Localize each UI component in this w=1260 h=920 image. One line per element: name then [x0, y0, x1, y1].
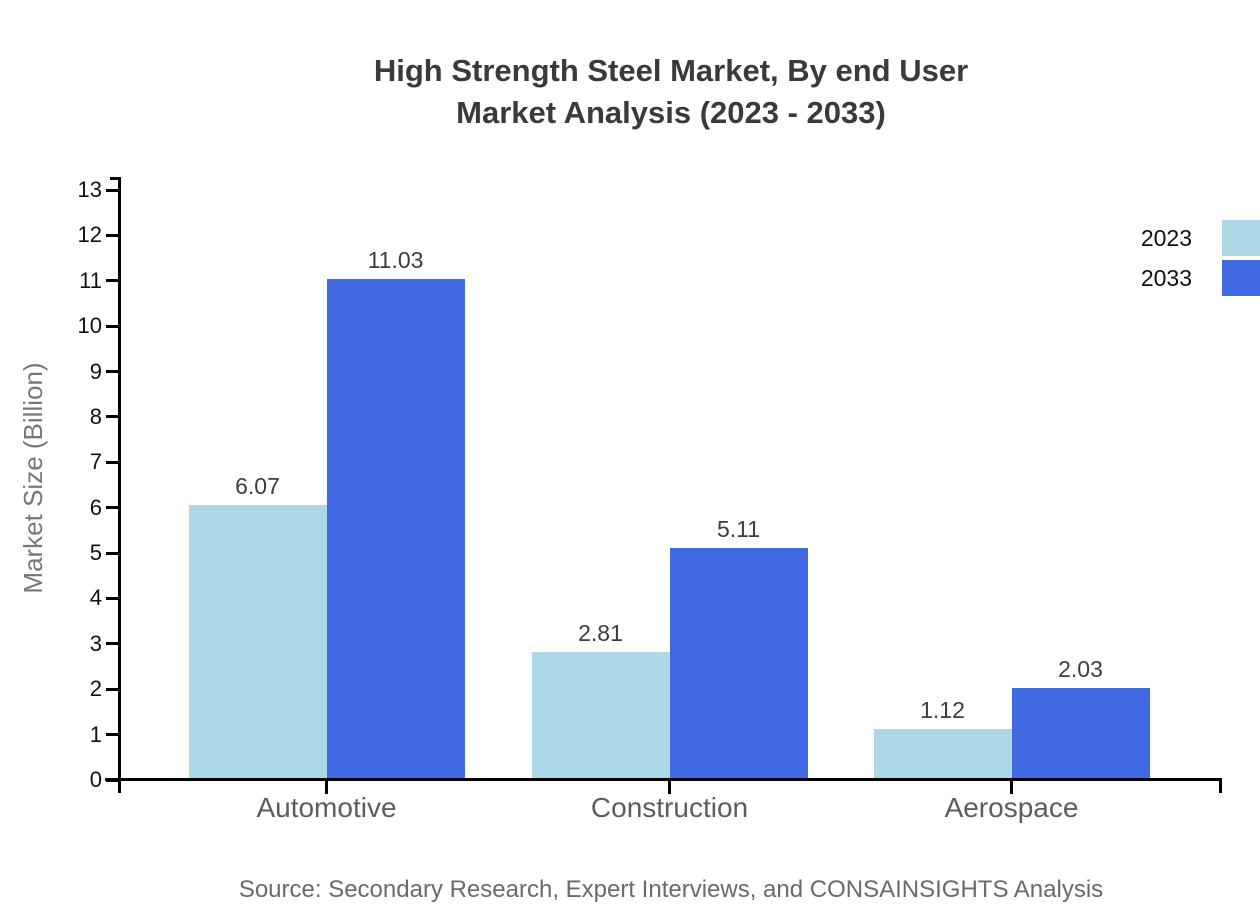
bar-2033-automotive: [326, 279, 465, 780]
bar-2033-aerospace: [1011, 687, 1150, 780]
y-tick-label: 5: [89, 540, 102, 566]
legend-swatch-2023: [1222, 220, 1260, 256]
y-tick-label: 4: [89, 585, 102, 611]
y-tick-label: 1: [89, 721, 102, 747]
y-tick: [106, 188, 118, 192]
value-label-2023-aerospace: 1.12: [920, 697, 965, 724]
y-tick: [106, 324, 118, 328]
y-tick-label: 10: [77, 313, 102, 339]
legend-swatch-2033: [1222, 260, 1260, 296]
y-tick: [106, 415, 118, 419]
category-tick: [1010, 781, 1013, 794]
bar-2023-construction: [531, 652, 670, 780]
legend: 2023 2033: [1141, 220, 1260, 296]
y-tick-label: 3: [89, 630, 102, 656]
y-tick-label: 8: [89, 403, 102, 429]
legend-label-2033: 2033: [1140, 264, 1192, 291]
y-tick: [106, 279, 118, 283]
value-label-2033-aerospace: 2.03: [1058, 655, 1103, 682]
y-tick: [106, 687, 118, 691]
y-tick-label: 11: [79, 267, 102, 293]
y-tick: [106, 596, 118, 600]
category-label-construction: Construction: [590, 792, 749, 823]
source-text: Source: Secondary Research, Expert Inter…: [238, 876, 1104, 903]
value-label-2033-construction: 5.11: [716, 516, 761, 543]
y-tick: [106, 460, 118, 464]
x-axis-line: [105, 778, 1222, 781]
x-axis-end-cap: [1219, 778, 1222, 793]
value-label-2033-automotive: 11.03: [367, 247, 424, 274]
bar-2023-automotive: [188, 504, 327, 780]
y-tick: [106, 233, 118, 237]
chart-title: High Strength Steel Market, By end User …: [120, 50, 1222, 134]
bar-2023-aerospace: [873, 729, 1012, 780]
legend-item-2023: 2023: [1141, 220, 1260, 256]
category-tick: [325, 781, 328, 794]
chart-title-line1: High Strength Steel Market, By end User: [373, 53, 969, 88]
bar-2033-construction: [669, 548, 808, 780]
category-label-automotive: Automotive: [256, 792, 397, 823]
y-tick-label: 13: [77, 177, 102, 202]
legend-label-2023: 2023: [1140, 224, 1192, 251]
category-label-aerospace: Aerospace: [944, 792, 1079, 823]
value-label-2023-automotive: 6.07: [235, 472, 280, 499]
y-tick-label: 12: [77, 222, 102, 248]
y-axis-end-cap: [110, 177, 121, 180]
y-tick: [106, 733, 118, 737]
y-tick-label: 7: [89, 449, 102, 475]
y-tick: [106, 370, 118, 374]
y-tick: [106, 551, 118, 555]
y-tick-label: 2: [89, 676, 102, 702]
chart-title-line2: Market Analysis (2023 - 2033): [456, 95, 886, 130]
value-label-2023-construction: 2.81: [578, 620, 623, 647]
y-tick-label: 9: [89, 358, 102, 384]
legend-item-2033: 2033: [1141, 260, 1260, 296]
y-tick: [106, 506, 118, 510]
category-tick: [668, 781, 671, 794]
y-tick-label: 0: [89, 767, 102, 792]
y-tick: [106, 642, 118, 646]
y-tick: [106, 778, 118, 782]
y-axis-line: [118, 177, 121, 793]
y-tick-label: 6: [89, 494, 102, 520]
